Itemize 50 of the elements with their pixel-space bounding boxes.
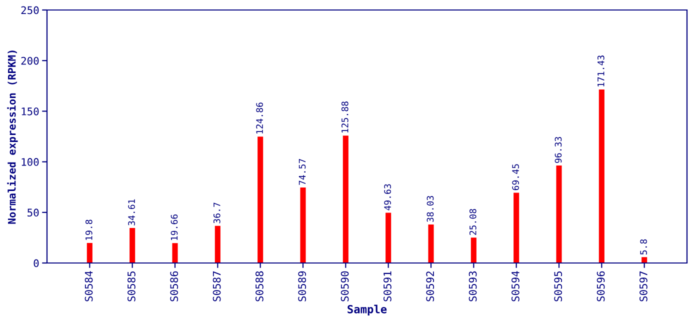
- x-tick-label: S0584: [84, 271, 93, 302]
- y-axis-title: Normalized expression (RPKM): [7, 50, 18, 224]
- data-label: 38.03: [426, 196, 434, 222]
- x-tick-label: S0594: [512, 271, 520, 302]
- x-tick-label: S0592: [426, 272, 434, 302]
- bar: [428, 224, 434, 263]
- bar: [598, 90, 604, 263]
- x-tick-label: S0591: [384, 271, 392, 302]
- bar: [300, 188, 306, 263]
- bar: [172, 243, 178, 263]
- x-tick-label: S0595: [554, 271, 562, 302]
- data-label: 96.33: [554, 136, 562, 163]
- bar: [86, 242, 92, 263]
- data-label: 19.8: [85, 220, 92, 240]
- x-tick-label: S0587: [212, 271, 221, 302]
- bar: [258, 136, 264, 263]
- data-label: 125.88: [341, 102, 348, 132]
- data-label: 74.57: [298, 159, 306, 185]
- y-tick-label: 150: [22, 107, 39, 116]
- data-label: 25.08: [469, 208, 476, 235]
- data-label: 69.45: [512, 164, 519, 190]
- bar: [130, 228, 136, 263]
- bar: [514, 192, 520, 263]
- bar: [642, 257, 648, 263]
- y-tick-label: 0: [34, 259, 39, 268]
- y-tick-label: 100: [22, 158, 39, 166]
- x-tick-label: S0586: [170, 271, 178, 302]
- x-tick-label: S0590: [340, 271, 349, 302]
- x-tick-label: S0597: [640, 271, 648, 302]
- bar: [214, 226, 220, 263]
- x-tick-label: S0593: [468, 271, 477, 302]
- x-tick-label: S0589: [298, 271, 306, 302]
- y-tick-label: 250: [21, 6, 39, 14]
- bar: [342, 136, 348, 263]
- data-label: 34.61: [128, 199, 135, 226]
- x-tick-label: S0585: [128, 271, 136, 302]
- bar: [470, 238, 476, 263]
- x-tick-label: S0588: [256, 271, 264, 302]
- bar: [386, 212, 392, 263]
- data-label: 171.43: [597, 56, 604, 86]
- data-label: 49.63: [384, 184, 391, 210]
- y-tick-label: 50: [28, 208, 39, 217]
- x-tick-label: S0596: [596, 271, 605, 302]
- bar: [556, 166, 562, 263]
- data-label: 19.66: [170, 214, 178, 240]
- data-label: 36.7: [213, 202, 220, 224]
- y-tick-label: 200: [21, 56, 39, 65]
- x-axis-title: Sample: [348, 304, 387, 316]
- data-label: 5.8: [640, 239, 647, 254]
- data-label: 124.86: [256, 102, 263, 134]
